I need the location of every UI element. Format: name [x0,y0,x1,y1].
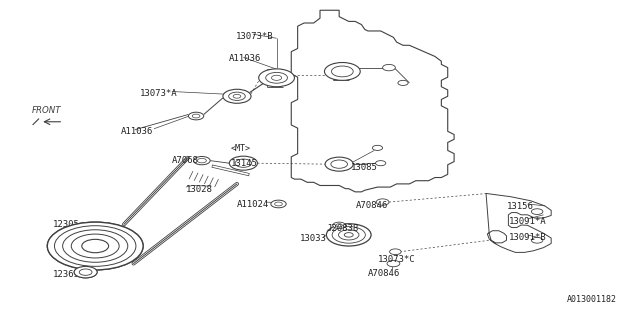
Circle shape [275,202,282,206]
Text: 13085: 13085 [351,163,378,172]
Text: A11024: A11024 [237,200,269,209]
Circle shape [344,233,353,237]
Circle shape [271,200,286,208]
Circle shape [266,72,287,83]
Circle shape [79,269,92,275]
Text: 13073*C: 13073*C [378,255,415,264]
Circle shape [228,92,245,100]
Text: A11036: A11036 [229,54,262,63]
Circle shape [383,64,396,71]
Circle shape [339,230,359,240]
Circle shape [193,156,210,165]
Text: FRONT: FRONT [32,106,61,116]
Text: 13091*A: 13091*A [508,217,546,226]
Circle shape [82,239,109,253]
Circle shape [47,222,143,270]
Circle shape [63,230,128,262]
Circle shape [325,157,353,171]
Circle shape [390,249,401,255]
Circle shape [259,69,294,87]
Circle shape [531,209,543,214]
Circle shape [326,224,371,246]
Polygon shape [486,194,551,252]
Circle shape [271,75,282,80]
Text: 13073*A: 13073*A [140,89,177,98]
Text: A013001182: A013001182 [567,295,617,304]
Circle shape [376,199,389,205]
Circle shape [331,160,348,168]
Circle shape [71,234,119,258]
Circle shape [197,158,206,163]
Text: 13073*B: 13073*B [236,32,273,41]
Circle shape [74,267,97,278]
Circle shape [188,112,204,120]
Text: 13028: 13028 [186,185,212,194]
Circle shape [235,159,252,167]
Circle shape [223,89,251,103]
Text: 13145: 13145 [230,159,257,168]
Circle shape [324,62,360,80]
Circle shape [398,80,408,85]
Circle shape [376,161,386,166]
Text: A70846: A70846 [356,201,388,210]
Text: 12369: 12369 [53,269,80,279]
Circle shape [54,226,136,266]
Text: 13091*B: 13091*B [508,233,546,242]
Circle shape [82,239,109,253]
Circle shape [387,260,400,267]
Text: <MT>: <MT> [230,144,251,153]
Circle shape [233,94,241,98]
Text: A11036: A11036 [121,127,153,136]
Circle shape [372,145,383,150]
Circle shape [54,226,136,266]
Circle shape [531,237,543,243]
Circle shape [333,222,346,228]
Circle shape [336,224,342,227]
Text: J20838: J20838 [326,224,358,233]
Circle shape [79,269,92,275]
Polygon shape [291,10,454,192]
Circle shape [63,230,128,262]
Text: 12305: 12305 [53,220,80,229]
Text: A70846: A70846 [368,268,400,278]
Circle shape [332,66,353,77]
Circle shape [74,267,97,278]
Circle shape [71,234,119,258]
Text: 13033: 13033 [300,234,326,243]
Circle shape [229,156,257,170]
Text: 13156: 13156 [506,202,533,211]
Circle shape [332,227,365,243]
Circle shape [192,114,200,118]
Text: A7068: A7068 [172,156,198,165]
Circle shape [47,222,143,270]
